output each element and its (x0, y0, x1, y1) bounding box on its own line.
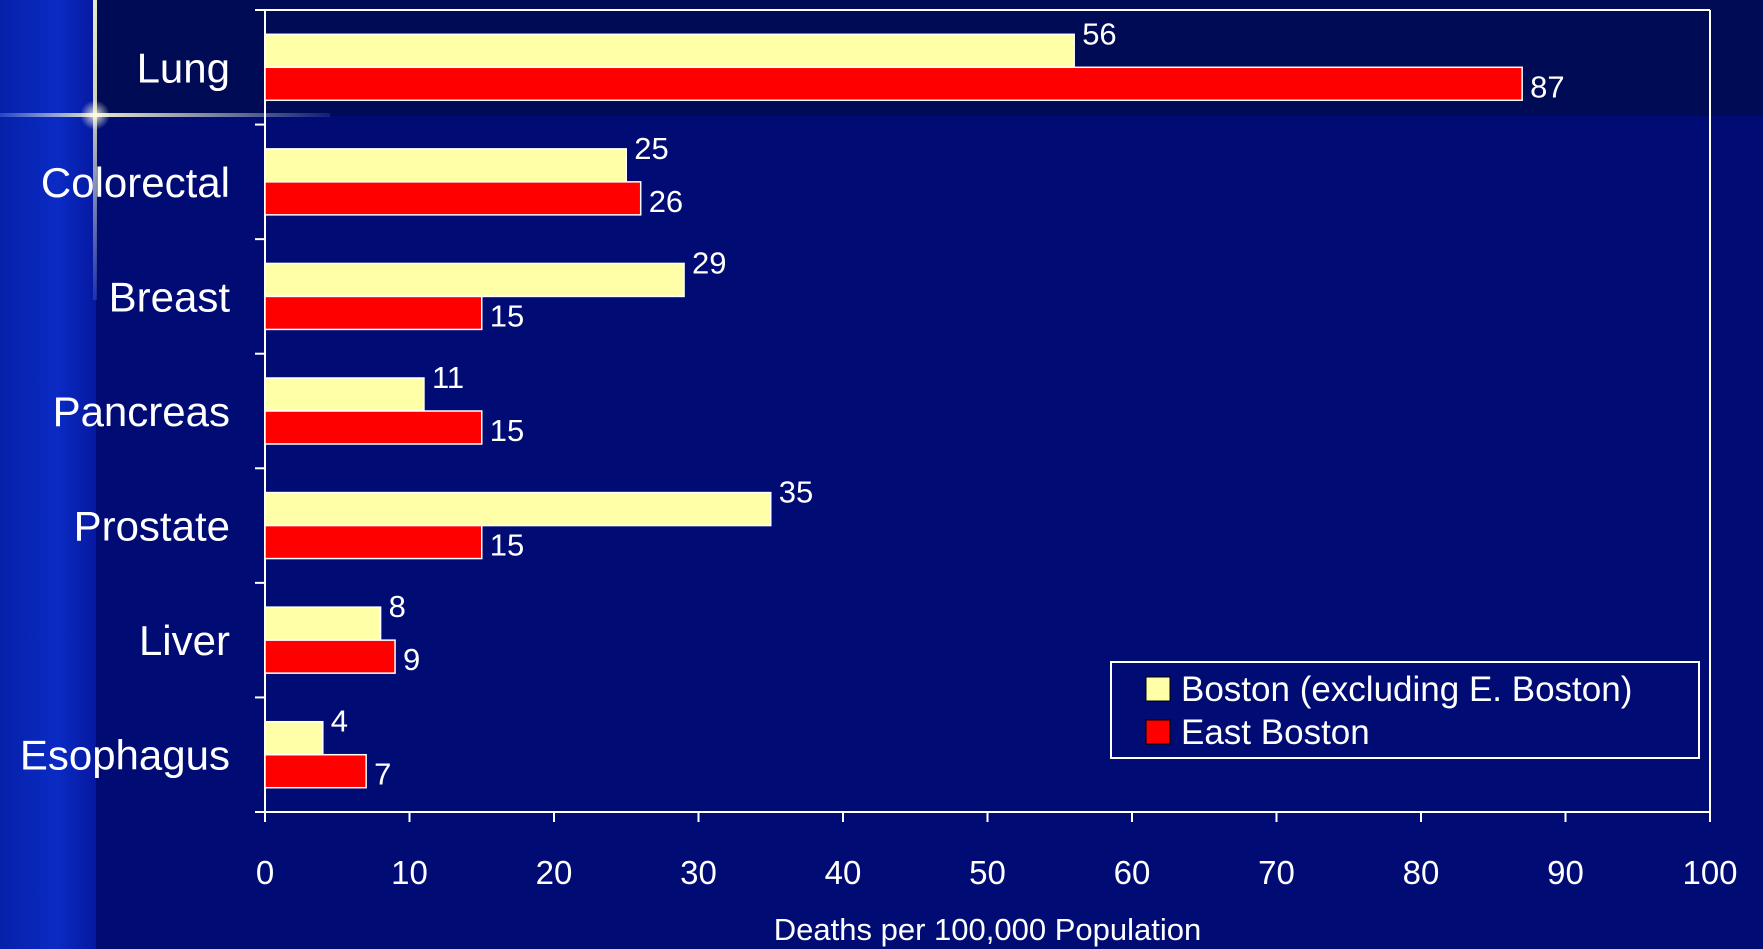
data-label: 87 (1530, 69, 1564, 104)
decorative-cross-glow (80, 100, 110, 130)
bar-east-boston (264, 639, 396, 674)
data-label: 15 (490, 413, 524, 448)
category-label: Colorectal (41, 159, 230, 206)
x-tick-label: 80 (1403, 854, 1440, 891)
legend-swatch (1145, 676, 1171, 702)
legend-box (1110, 661, 1700, 759)
data-label: 15 (490, 528, 524, 563)
bar-east-boston (264, 753, 367, 789)
chart-legend: Boston (excluding E. Boston) East Boston (1110, 661, 1700, 759)
background-left-strip (0, 0, 96, 949)
category-label: Esophagus (20, 732, 230, 779)
x-tick-label: 10 (391, 854, 428, 891)
bar-east-boston (264, 295, 483, 331)
data-label: 26 (649, 184, 683, 219)
bar-boston (264, 720, 324, 756)
data-label: 25 (634, 131, 668, 166)
bar-east-boston (264, 524, 483, 560)
x-tick-label: 40 (825, 854, 862, 891)
chart-bars (264, 33, 1523, 789)
data-label: 15 (490, 298, 524, 333)
x-tick-label: 30 (680, 854, 717, 891)
bar-boston (264, 262, 685, 298)
bar-boston (264, 148, 627, 183)
bar-east-boston (264, 181, 642, 216)
data-label: 8 (389, 589, 406, 624)
x-tick-label: 0 (256, 854, 274, 891)
x-tick-label: 50 (969, 854, 1006, 891)
x-tick-label: 20 (536, 854, 573, 891)
data-label: 11 (432, 360, 464, 395)
data-label: 35 (779, 475, 813, 510)
legend-swatch (1145, 719, 1171, 745)
bar-boston (264, 606, 382, 641)
decorative-cross-horizontal (0, 113, 330, 117)
category-label: Prostate (74, 503, 230, 550)
chart-labels: 0 10 20 30 40 50 60 70 80 90 100 Deaths per 100,000… (20, 16, 1738, 947)
decorative-cross-vertical (93, 0, 97, 300)
data-label: 9 (403, 642, 420, 677)
x-tick-label: 60 (1114, 854, 1151, 891)
x-tick-label: 70 (1258, 854, 1295, 891)
category-label: Lung (137, 44, 230, 91)
bar-boston (264, 377, 425, 412)
data-label: 56 (1082, 16, 1116, 51)
category-label: Pancreas (53, 388, 230, 435)
data-label: 29 (692, 245, 726, 280)
x-axis-title: Deaths per 100,000 Population (774, 912, 1201, 947)
x-tick-label: 90 (1547, 854, 1584, 891)
data-label: 7 (374, 757, 391, 792)
category-label: Breast (109, 273, 231, 320)
category-label: Liver (139, 617, 230, 664)
legend-label: East Boston (1181, 713, 1370, 752)
data-label: 4 (331, 704, 348, 739)
bar-boston (264, 491, 772, 527)
legend-label: Boston (excluding E. Boston) (1181, 670, 1632, 709)
bar-east-boston (264, 410, 483, 445)
bar-east-boston (264, 66, 1523, 102)
bar-boston (264, 33, 1075, 69)
x-tick-label: 100 (1682, 854, 1737, 891)
